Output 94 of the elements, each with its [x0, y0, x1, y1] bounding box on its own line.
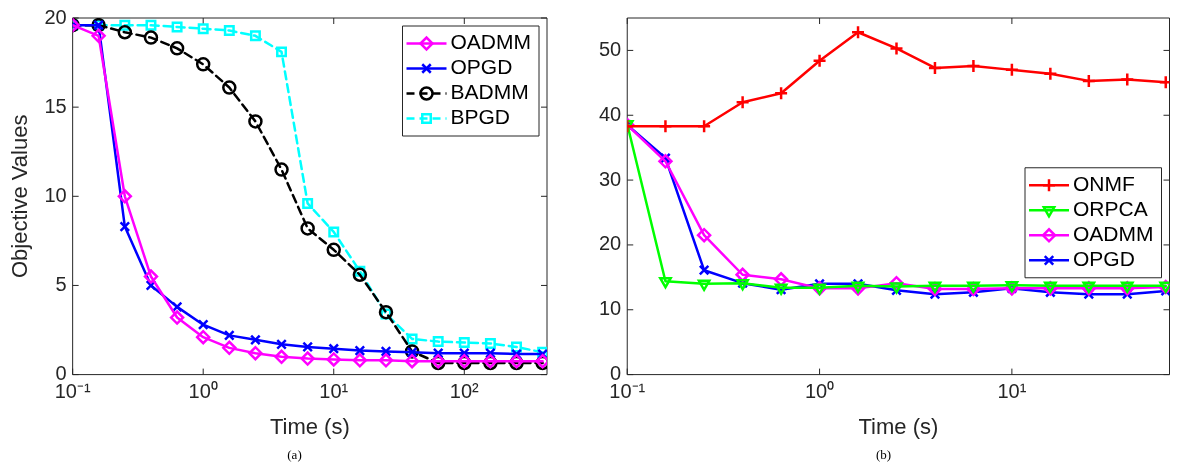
point [1004, 62, 1020, 78]
point [222, 340, 237, 356]
point [249, 334, 261, 346]
point [812, 53, 827, 69]
x-tick-label: 10¹ [319, 380, 349, 403]
point [302, 341, 314, 353]
x-tick-label: 10² [449, 380, 480, 403]
point [696, 227, 712, 243]
point [432, 347, 444, 359]
point [195, 329, 211, 345]
point [458, 347, 470, 359]
x-tick-label: 10⁰ [188, 380, 218, 403]
point [302, 197, 314, 209]
point [380, 345, 392, 357]
point [354, 345, 366, 357]
legend-label: BPGD [450, 105, 511, 129]
point [326, 352, 341, 367]
legend-label: OADMM [1073, 222, 1154, 246]
point [1120, 72, 1135, 87]
point [378, 353, 394, 368]
point [143, 269, 159, 284]
point [145, 19, 157, 31]
point [658, 154, 673, 169]
point [1081, 73, 1097, 89]
point [171, 21, 183, 33]
point [197, 319, 209, 331]
point [773, 85, 789, 101]
point [328, 343, 340, 355]
y-tick-label: 10 [599, 297, 622, 320]
point [143, 30, 159, 45]
point [432, 336, 444, 348]
x-tick-label: 10¹ [997, 380, 1027, 403]
point [222, 80, 237, 95]
point [91, 28, 106, 44]
point [248, 114, 263, 129]
legend-label: OPGD [450, 55, 513, 79]
point [328, 226, 340, 238]
point [117, 189, 133, 204]
point [927, 60, 943, 76]
point [119, 221, 131, 233]
point [326, 242, 341, 258]
point [300, 221, 315, 236]
point [248, 345, 263, 361]
legend-label: OPGD [1073, 247, 1135, 271]
point [171, 301, 183, 313]
y-tick-label: 20 [599, 232, 622, 255]
point [276, 46, 288, 58]
y-tick-label: 10 [44, 183, 67, 206]
point [223, 329, 235, 341]
point [458, 337, 470, 348]
legend-label: ORPCA [1073, 197, 1148, 221]
y-tick-label: 20 [44, 5, 67, 28]
y-tick-label: 30 [599, 167, 622, 190]
text: (b) [874, 447, 893, 463]
point [1043, 66, 1058, 82]
legend-label: BADMM [450, 80, 529, 104]
point [169, 310, 185, 325]
point [197, 23, 209, 35]
x-axis-title: Time (s) [858, 413, 939, 439]
point [223, 24, 235, 36]
point [195, 57, 211, 72]
point [276, 338, 288, 350]
legend-label: ONMF [1073, 172, 1135, 196]
point [378, 304, 394, 320]
point [696, 119, 712, 134]
y-tick-label: 50 [599, 37, 622, 60]
point [484, 347, 496, 359]
point [352, 353, 368, 368]
point [404, 353, 420, 369]
x-axis-title: Time (s) [269, 413, 350, 439]
point [698, 264, 710, 276]
point [697, 279, 711, 292]
point [658, 119, 673, 134]
point [352, 267, 368, 282]
y-tick-label: 40 [599, 102, 622, 125]
legend-label: OADMM [450, 30, 532, 54]
point [249, 30, 261, 42]
point [169, 41, 185, 56]
y-tick-label: 15 [44, 94, 67, 117]
point [735, 95, 750, 110]
point [117, 25, 133, 40]
x-tick-label: 10⁰ [804, 380, 835, 403]
point [659, 276, 672, 289]
y-axis-title: Objective Values [7, 114, 33, 279]
point [966, 58, 981, 74]
point [850, 25, 866, 40]
point [300, 351, 315, 366]
point [274, 162, 289, 177]
text: (a) [286, 447, 303, 463]
y-tick-label: 5 [55, 272, 67, 295]
point [274, 349, 289, 365]
point [406, 333, 418, 345]
point [484, 337, 496, 349]
point [889, 41, 904, 56]
